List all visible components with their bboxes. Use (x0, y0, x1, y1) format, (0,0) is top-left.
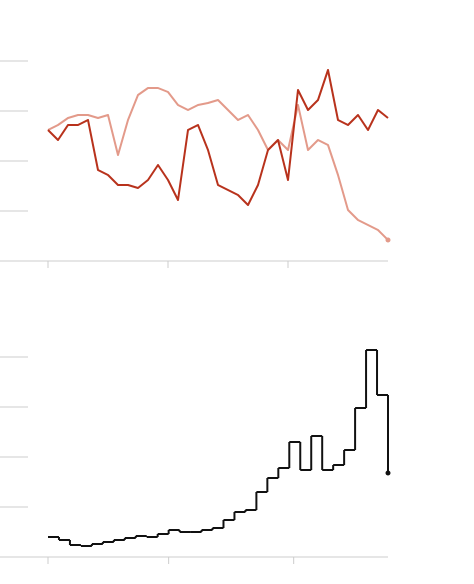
line-series (47, 87, 389, 241)
line-series (47, 69, 389, 206)
end-point (385, 470, 391, 476)
end-point (385, 237, 391, 243)
